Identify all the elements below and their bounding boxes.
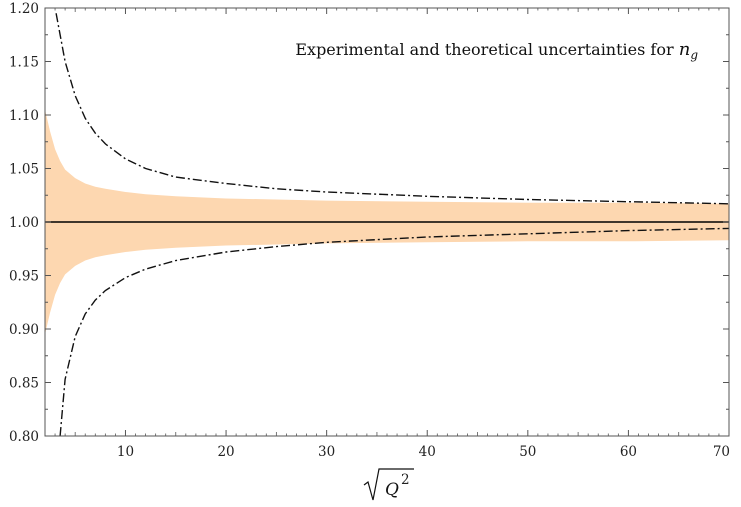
y-tick-label: 0.90 [9, 322, 39, 338]
chart-title-subscript: g [690, 48, 698, 62]
x-tick-label: 50 [519, 444, 536, 460]
chart-title-symbol: n [679, 39, 691, 60]
plot-area [45, 13, 729, 436]
x-tick-labels: 10 20 30 40 50 60 70 [117, 444, 730, 460]
y-tick-label: 1.05 [9, 162, 39, 178]
x-tick-label: 10 [117, 444, 134, 460]
y-tick-label: 0.95 [9, 269, 39, 285]
y-tick-labels: 0.80 0.85 0.90 0.95 1.00 1.05 1.10 1.15 1.20 [9, 1, 39, 445]
chart-title-main: Experimental and theoretical uncertainti… [295, 40, 678, 59]
x-tick-label: 20 [217, 444, 234, 460]
x-axis-label-power: 2 [401, 472, 410, 488]
y-tick-label: 1.20 [9, 1, 39, 17]
x-tick-label: 70 [713, 444, 730, 460]
y-tick-label: 0.80 [9, 429, 39, 445]
y-tick-label: 1.00 [9, 215, 39, 231]
x-axis-label: Q 2 [363, 468, 414, 501]
x-axis-label-symbol: Q [385, 480, 399, 500]
y-tick-label: 0.85 [9, 376, 39, 392]
x-tick-label: 30 [318, 444, 335, 460]
y-tick-label: 1.15 [9, 55, 39, 71]
chart-title: Experimental and theoretical uncertainti… [295, 39, 698, 62]
y-tick-label: 1.10 [9, 108, 39, 124]
theory-upper [55, 13, 729, 205]
x-tick-label: 60 [620, 444, 637, 460]
theory-lower [59, 227, 729, 436]
sqrt-symbol [363, 468, 414, 501]
tick-marks [45, 7, 730, 437]
x-tick-label: 40 [419, 444, 436, 460]
